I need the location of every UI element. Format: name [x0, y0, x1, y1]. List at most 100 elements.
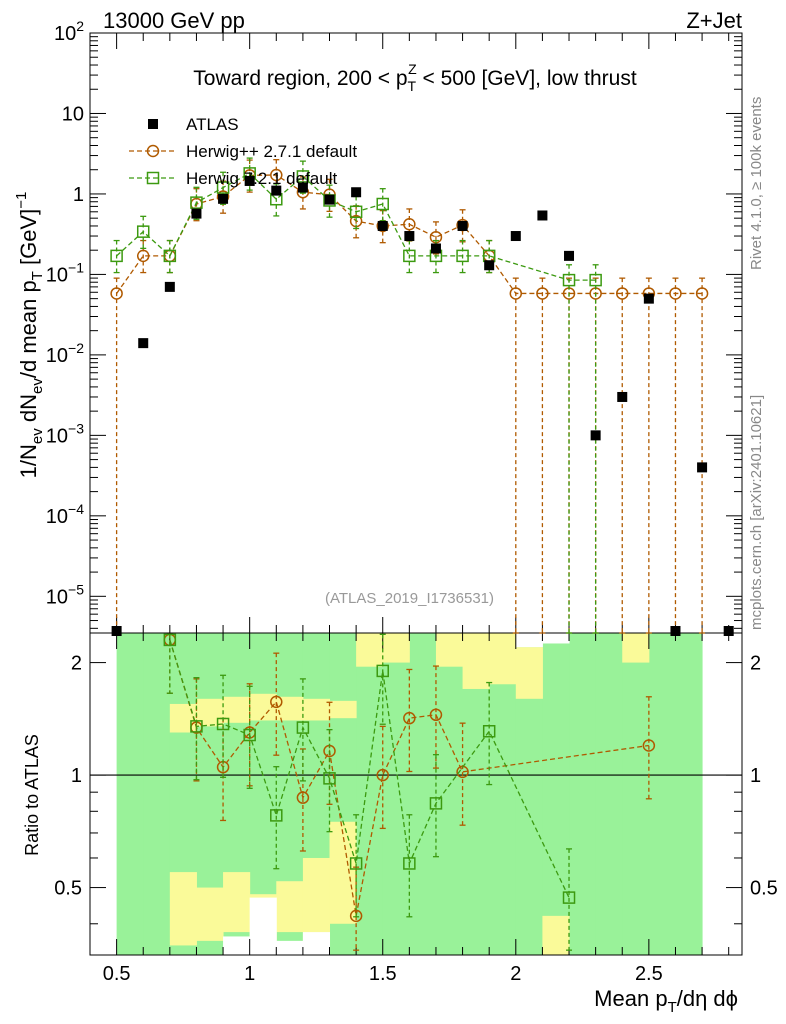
ratio-band-green: [569, 633, 597, 955]
y-tick-label: 10−2: [46, 340, 84, 367]
data-point: [510, 231, 521, 242]
x-tick-label: 0.5: [103, 963, 131, 985]
ratio-band-green: [489, 633, 517, 955]
ratio-band-green: [622, 633, 650, 955]
ratio-y-axis-label: Ratio to ATLAS: [22, 734, 42, 856]
data-point: [562, 273, 576, 287]
ratio-band-yellow: [169, 872, 197, 946]
ratio-data-point: [403, 857, 416, 870]
y-tick-label: 10−5: [46, 581, 84, 608]
legend-label: ATLAS: [186, 115, 239, 134]
ratio-data-point: [323, 772, 336, 785]
source-label: mcplots.cern.ch [arXiv:2401.10621]: [748, 394, 765, 630]
data-point: [564, 250, 575, 261]
ratio-band-green: [648, 633, 676, 955]
ratio-y-tick-label-right: 0.5: [750, 878, 778, 900]
legend-label: Herwig 7.2.1 default: [186, 169, 337, 188]
ratio-band-green: [382, 633, 410, 955]
ratio-data-point: [429, 708, 443, 722]
ratio-band-yellow: [356, 633, 384, 667]
y-tick-label: 10−4: [46, 501, 84, 528]
ratio-data-point: [190, 720, 203, 733]
ratio-band-yellow: [329, 821, 357, 924]
ratio-y-tick-label: 2: [71, 653, 82, 675]
ratio-uncertainty-bands: [116, 633, 703, 955]
data-point: [403, 218, 416, 231]
ratio-data-point: [270, 695, 283, 709]
y-tick-label: 10−3: [46, 420, 84, 447]
data-point: [404, 231, 415, 242]
data-point: [670, 626, 681, 636]
process-label: Z+Jet: [686, 8, 742, 33]
ratio-band-green: [675, 633, 703, 955]
y-tick-label: 102: [54, 18, 84, 45]
ratio-frame: [89, 632, 743, 956]
ratio-data-point: [163, 633, 177, 647]
ratio-data-point: [376, 768, 389, 782]
data-point: [136, 249, 150, 263]
y-axis-label: 1/Nev dNev/d mean pT [GeV]−1: [13, 192, 46, 479]
ratio-band-yellow: [489, 633, 517, 685]
data-point: [536, 287, 549, 300]
ratio-data-point: [296, 791, 310, 804]
ratio-band-yellow: [276, 881, 304, 933]
ratio-band-gap: [542, 633, 570, 644]
ratio-series-line: [169, 639, 570, 898]
legend-marker-herwig7: [146, 171, 160, 185]
data-point: [484, 260, 495, 271]
data-point: [111, 626, 122, 636]
ratio-band-green: [143, 633, 171, 955]
legend-marker-herwigpp: [146, 144, 160, 158]
ratio-band-gap: [302, 932, 331, 955]
ratio-band-yellow: [462, 633, 490, 689]
data-point: [723, 626, 734, 636]
data-point: [509, 287, 523, 300]
ratio-data-point: [243, 728, 256, 742]
data-point: [190, 196, 203, 209]
data-point: [589, 273, 602, 287]
data-point: [244, 175, 255, 186]
ratio-data-point: [562, 891, 576, 904]
ratio-band-green: [409, 633, 437, 955]
ratio-y-tick-label: 0.5: [54, 878, 82, 900]
data-point: [377, 220, 388, 231]
ratio-band-yellow: [223, 872, 251, 933]
ratio-data-point: [296, 721, 310, 734]
data-point: [218, 193, 229, 204]
ratio-band-yellow: [382, 633, 410, 663]
ratio-data-point: [349, 857, 363, 870]
data-point: [643, 293, 654, 304]
data-point: [403, 249, 416, 263]
ratio-data-point: [349, 909, 363, 923]
ratio-y-tick-label-right: 2: [750, 653, 761, 675]
data-point: [270, 168, 283, 182]
x-tick-label: 2.5: [635, 963, 663, 985]
data-point: [457, 220, 468, 231]
x-tick-label: 1: [244, 963, 255, 985]
data-point: [669, 287, 682, 300]
ratio-data-point: [642, 739, 656, 752]
energy-label: 13000 GeV pp: [103, 8, 245, 33]
ratio-data-point: [216, 717, 230, 731]
y-tick-label: 10: [62, 103, 84, 125]
data-point: [297, 182, 308, 193]
ratio-band-yellow: [329, 700, 357, 719]
ratio-band-yellow: [542, 915, 570, 955]
ratio-band-yellow: [302, 857, 331, 941]
data-point: [349, 205, 363, 219]
ratio-band-gap: [223, 936, 251, 955]
ratio-band-yellow: [302, 698, 331, 721]
ratio-band-yellow: [622, 633, 650, 663]
series-atlas: [111, 175, 734, 636]
ratio-band-yellow: [435, 633, 464, 667]
ratio-data-point: [403, 711, 416, 725]
legend-marker-atlas: [148, 119, 158, 129]
legend: ATLAS Herwig++ 2.7.1 default Herwig 7.2.1 …: [129, 115, 357, 188]
ratio-data-point: [376, 664, 389, 678]
data-point: [271, 185, 282, 196]
ratio-band-green: [116, 633, 144, 955]
data-point: [163, 249, 177, 263]
ratio-band-gap: [276, 940, 304, 955]
plot-title: Toward region, 200 < pTZ < 500 [GeV], lo…: [193, 61, 637, 94]
